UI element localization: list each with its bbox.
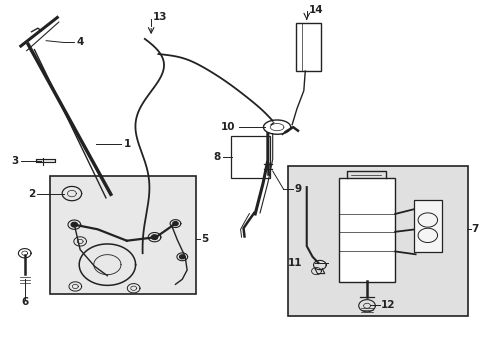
Circle shape bbox=[151, 235, 158, 239]
Text: 2: 2 bbox=[28, 189, 35, 199]
Text: 13: 13 bbox=[153, 13, 167, 22]
Circle shape bbox=[179, 255, 184, 259]
Text: 8: 8 bbox=[212, 152, 220, 162]
Text: 4: 4 bbox=[76, 37, 83, 48]
Text: 12: 12 bbox=[380, 300, 394, 310]
Bar bbox=[339, 178, 394, 282]
Text: 3: 3 bbox=[12, 157, 19, 166]
Text: 9: 9 bbox=[293, 184, 301, 194]
Circle shape bbox=[172, 222, 178, 226]
Bar bbox=[230, 136, 269, 178]
Text: 1: 1 bbox=[123, 139, 130, 149]
Text: 10: 10 bbox=[221, 122, 235, 132]
Text: 11: 11 bbox=[287, 258, 301, 268]
Bar bbox=[295, 23, 320, 71]
Text: 14: 14 bbox=[308, 5, 323, 15]
Bar bbox=[413, 201, 441, 252]
Circle shape bbox=[71, 222, 77, 227]
Bar bbox=[287, 166, 467, 316]
Text: 7: 7 bbox=[470, 224, 478, 234]
Text: 6: 6 bbox=[21, 297, 28, 307]
Bar bbox=[50, 176, 196, 294]
Text: 5: 5 bbox=[201, 234, 207, 244]
